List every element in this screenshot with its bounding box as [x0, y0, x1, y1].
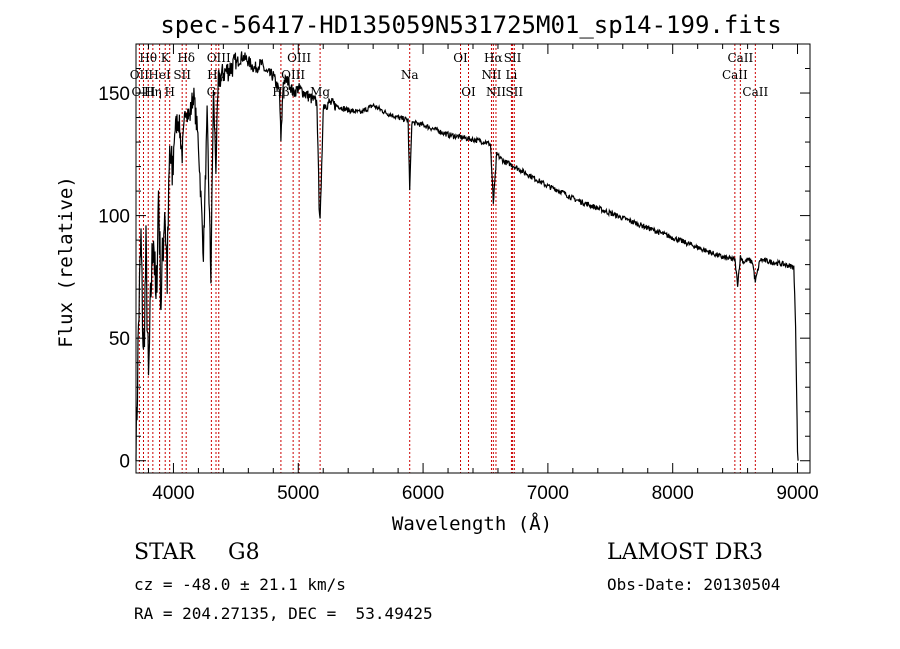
x-tick-label: 7000 — [527, 483, 569, 504]
spectral-line-label: Hδ — [177, 51, 195, 65]
x-tick-label: 4000 — [152, 483, 194, 504]
y-axis-label: Flux (relative) — [55, 176, 77, 348]
x-tick-label: 6000 — [402, 483, 444, 504]
object-class: STAR — [134, 540, 195, 565]
flux-series-line — [136, 51, 798, 460]
spectral-line-label: Hβ — [272, 85, 289, 99]
object-subclass: G8 — [228, 540, 260, 565]
redshift-text: cz = -48.0 ± 21.1 km/s — [134, 575, 346, 594]
spectral-line-label: H — [164, 85, 174, 99]
x-axis-label: Wavelength (Å) — [392, 512, 552, 535]
spectral-line-label: OIII — [287, 51, 311, 65]
spectral-line-label: Li — [506, 68, 518, 82]
spectral-line-label: Hη — [144, 85, 162, 99]
spectral-line-label: CaII — [742, 85, 768, 99]
spectral-line-label: OI — [453, 51, 468, 65]
chart-title: spec-56417-HD135059N531725M01_sp14-199.f… — [160, 11, 781, 39]
spectral-line-label: SII — [504, 51, 522, 65]
spectral-line-label: K — [161, 51, 171, 65]
spectral-line-label: OI — [461, 85, 476, 99]
x-tick-label: 5000 — [277, 483, 319, 504]
y-tick-label: 50 — [109, 329, 130, 350]
spectral-line-markers — [139, 44, 755, 473]
coordinates-text: RA = 204.27135, DEC = 53.49425 — [134, 604, 433, 623]
spectral-line-label: NII — [486, 85, 506, 99]
spectral-line-label: Na — [401, 68, 419, 82]
spectral-line-label: G — [207, 85, 217, 99]
survey-name: LAMOST DR3 — [607, 540, 763, 565]
y-tick-label: 100 — [98, 207, 130, 228]
spectral-line-label: CaII — [722, 68, 748, 82]
x-tick-label: 8000 — [652, 483, 694, 504]
spectral-line-label: SII — [505, 85, 523, 99]
spectral-line-label: NII — [481, 68, 501, 82]
spectral-line-label: SII — [173, 68, 191, 82]
spectral-line-label: OIII — [207, 51, 231, 65]
y-tick-label: 150 — [98, 84, 130, 105]
spectral-line-label: OII — [130, 68, 150, 82]
spectral-line-label: Hα — [484, 51, 503, 65]
spectral-line-label: CaII — [727, 51, 753, 65]
spectral-line-label: HeI — [148, 68, 171, 82]
x-tick-label: 9000 — [776, 483, 818, 504]
y-tick-label: 0 — [119, 452, 130, 473]
plot-frame — [136, 44, 810, 473]
obs-date: Obs-Date: 20130504 — [607, 575, 780, 594]
spectral-line-label: Hθ — [139, 51, 157, 65]
